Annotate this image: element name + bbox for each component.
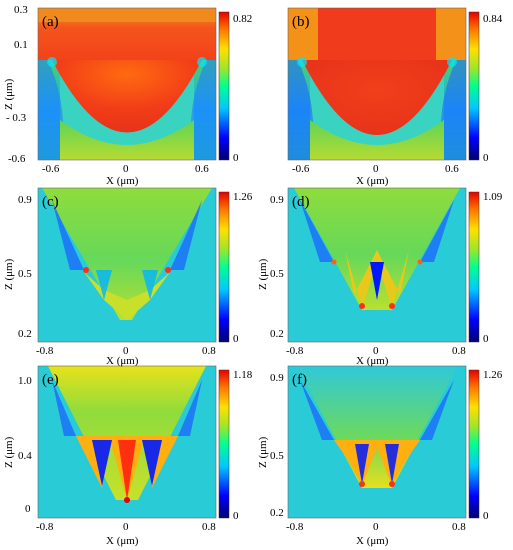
- x-tick-d-1: 0: [373, 345, 379, 357]
- x-tick-b-0: -0.6: [292, 163, 310, 175]
- y-axis-label-e: Z (μm): [3, 436, 15, 468]
- y-tick-a-2: - 0.3: [6, 112, 27, 124]
- colorbar-min-b: 0: [483, 152, 489, 164]
- panel-label-a: (a): [42, 14, 59, 30]
- y-tick-f-2: 0.2: [270, 507, 284, 519]
- y-tick-a-1: 0.1: [14, 39, 28, 51]
- y-tick-c-2: 0.2: [18, 328, 32, 340]
- y-axis-label-f: Z (μm): [257, 436, 269, 468]
- colorbar-max-d: 1.09: [483, 191, 503, 203]
- colorbars: [218, 11, 480, 519]
- colorbar-max-f: 1.26: [483, 369, 503, 381]
- colorbar-min-f: 0: [483, 510, 489, 522]
- x-axis-label-a: X (μm): [106, 175, 139, 187]
- colorbar-max-b: 0.84: [483, 13, 503, 25]
- colorbar-max-c: 1.26: [233, 191, 253, 203]
- panel-f: [287, 365, 467, 519]
- y-tick-e-2: 0: [25, 503, 31, 515]
- x-tick-b-2: 0.6: [445, 163, 459, 175]
- panel-a: [37, 7, 217, 161]
- panel-e: [37, 365, 217, 519]
- y-tick-f-0: 0.9: [270, 372, 284, 384]
- y-tick-d-0: 0.9: [270, 194, 284, 206]
- y-tick-a-0: 0.3: [14, 4, 28, 16]
- panel-d: [287, 187, 467, 343]
- colorbar-max-a: 0.82: [233, 13, 252, 25]
- x-tick-f-1: 0: [373, 521, 379, 533]
- x-tick-a-2: 0.6: [195, 163, 209, 175]
- colorbar-min-a: 0: [233, 152, 239, 164]
- y-tick-e-1: 0.4: [18, 450, 32, 462]
- x-tick-e-2: 0.8: [202, 521, 216, 533]
- x-axis-label-e: X (μm): [106, 535, 139, 547]
- x-tick-d-2: 0.8: [452, 345, 466, 357]
- panel-b: [287, 7, 467, 161]
- colorbar-max-e: 1.18: [233, 369, 253, 381]
- x-tick-b-1: 0: [373, 163, 379, 175]
- x-axis-label-b: X (μm): [356, 175, 389, 187]
- x-tick-c-0: -0.8: [36, 345, 54, 357]
- y-tick-c-0: 0.9: [18, 194, 32, 206]
- colorbar-min-e: 0: [233, 510, 239, 522]
- x-tick-f-2: 0.8: [452, 521, 466, 533]
- colorbar-d: [468, 191, 480, 343]
- x-tick-f-0: -0.8: [286, 521, 304, 533]
- y-tick-f-1: 0.5: [270, 450, 284, 462]
- panel-label-e: (e): [42, 372, 59, 388]
- x-tick-a-1: 0: [123, 163, 129, 175]
- colorbar-a: [218, 11, 230, 161]
- panel-label-d: (d): [292, 194, 310, 210]
- x-axis-label-d: X (μm): [356, 355, 389, 367]
- colorbar-min-d: 0: [483, 333, 489, 345]
- panel-label-c: (c): [42, 194, 59, 210]
- y-tick-d-1: 0.5: [270, 268, 284, 280]
- colorbar-c: [218, 191, 230, 343]
- y-tick-e-0: 1.0: [18, 375, 32, 387]
- y-tick-c-1: 0.5: [18, 268, 32, 280]
- y-tick-d-2: 0.2: [270, 328, 284, 340]
- y-axis-label-d: Z (μm): [257, 258, 269, 290]
- x-axis-label-f: X (μm): [356, 535, 389, 547]
- x-tick-d-0: -0.8: [286, 345, 304, 357]
- panel-label-f: (f): [292, 372, 307, 388]
- x-tick-e-1: 0: [123, 521, 129, 533]
- colorbar-f: [468, 369, 480, 519]
- x-tick-c-1: 0: [123, 345, 129, 357]
- x-tick-a-0: -0.6: [42, 163, 60, 175]
- colorbar-b: [468, 11, 480, 161]
- panel-c: [37, 187, 217, 343]
- x-tick-e-0: -0.8: [36, 521, 54, 533]
- x-axis-label-c: X (μm): [106, 355, 139, 367]
- colorbar-e: [218, 369, 230, 519]
- panel-label-b: (b): [292, 14, 310, 30]
- y-tick-a-3: -0.6: [8, 153, 26, 165]
- colorbar-min-c: 0: [233, 333, 239, 345]
- y-axis-label-c: Z (μm): [3, 258, 15, 290]
- y-axis-label-a: Z (μm): [3, 78, 15, 110]
- x-tick-c-2: 0.8: [202, 345, 216, 357]
